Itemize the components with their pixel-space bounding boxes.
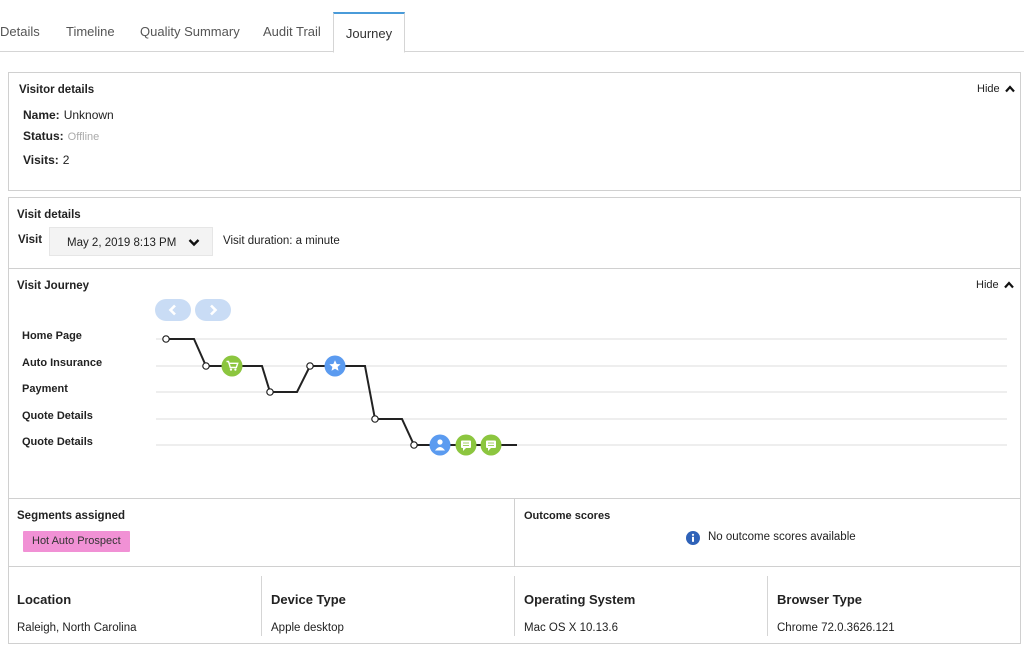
journey-graph xyxy=(156,335,1007,456)
chevron-left-icon xyxy=(168,304,176,316)
segment-badge[interactable]: Hot Auto Prospect xyxy=(23,531,130,552)
outcome-scores-panel: Outcome scores No outcome scores availab… xyxy=(514,498,1021,567)
chevron-down-icon xyxy=(188,239,200,247)
chat-icon[interactable] xyxy=(455,434,477,456)
hide-label: Hide xyxy=(977,83,1000,95)
journey-row-label: Home Page xyxy=(22,330,82,342)
journey-row-label: Auto Insurance xyxy=(22,357,103,369)
chat-icon[interactable] xyxy=(480,434,502,456)
outcome-title: Outcome scores xyxy=(524,510,611,522)
device-column: Device Type Apple desktop xyxy=(261,576,514,636)
visitor-details-title: Visitor details xyxy=(19,84,95,96)
page-view-node[interactable] xyxy=(162,335,170,343)
cart-icon[interactable] xyxy=(221,355,243,377)
visitor-details-panel: Visitor details Hide Name: Unknown Status… xyxy=(8,72,1021,191)
device-value: Apple desktop xyxy=(271,622,344,634)
journey-prev-button[interactable] xyxy=(155,299,191,321)
visit-journey-title: Visit Journey xyxy=(17,280,90,292)
os-label: Operating System xyxy=(524,592,636,607)
browser-label: Browser Type xyxy=(777,592,863,607)
status-value: Offline xyxy=(67,131,100,143)
visit-select-value: May 2, 2019 8:13 PM xyxy=(67,237,177,249)
browser-value: Chrome 72.0.3626.121 xyxy=(777,622,895,634)
page-view-node[interactable] xyxy=(202,362,210,370)
location-label: Location xyxy=(17,592,72,607)
visit-info-panel: Location Raleigh, North Carolina Device … xyxy=(8,566,1021,644)
chevron-up-icon xyxy=(1004,85,1015,93)
visitor-hide-toggle[interactable]: Hide xyxy=(977,83,1015,95)
chevron-up-icon xyxy=(1003,281,1014,289)
page-view-node[interactable] xyxy=(410,441,418,449)
hide-label: Hide xyxy=(976,279,999,291)
tab-details[interactable]: Details xyxy=(0,24,40,39)
visitor-visits-row: Visits: 2 xyxy=(23,153,69,167)
page-view-node[interactable] xyxy=(266,388,274,396)
journey-hide-toggle[interactable]: Hide xyxy=(976,279,1014,291)
visit-label: Visit xyxy=(18,234,43,246)
journey-next-button[interactable] xyxy=(195,299,231,321)
no-outcome-text: No outcome scores available xyxy=(708,531,856,543)
visit-details-title: Visit details xyxy=(17,209,81,221)
tab-quality-summary[interactable]: Quality Summary xyxy=(140,24,240,39)
journey-row-label: Quote Details xyxy=(22,436,93,448)
visits-value: 2 xyxy=(62,153,70,167)
segments-panel: Segments assigned Hot Auto Prospect xyxy=(8,498,515,567)
tab-bar: Details Timeline Quality Summary Audit T… xyxy=(0,0,1024,53)
visit-duration: Visit duration: a minute xyxy=(223,235,340,247)
status-label: Status: xyxy=(23,129,64,143)
info-icon xyxy=(686,531,700,545)
browser-column: Browser Type Chrome 72.0.3626.121 xyxy=(767,576,1021,636)
location-column: Location Raleigh, North Carolina xyxy=(9,576,261,636)
visitor-status-row: Status: Offline xyxy=(23,129,99,143)
page-view-node[interactable] xyxy=(306,362,314,370)
visitor-name-row: Name: Unknown xyxy=(23,108,114,122)
visits-label: Visits: xyxy=(23,153,59,167)
journey-row-label: Quote Details xyxy=(22,410,93,422)
tab-journey[interactable]: Journey xyxy=(333,12,405,53)
visit-select[interactable]: May 2, 2019 8:13 PM xyxy=(49,227,213,256)
visit-details-panel: Visit details Visit May 2, 2019 8:13 PM … xyxy=(8,197,1021,269)
location-value: Raleigh, North Carolina xyxy=(17,622,137,634)
journey-row-label: Payment xyxy=(22,383,68,395)
segments-title: Segments assigned xyxy=(17,510,126,522)
name-label: Name: xyxy=(23,108,60,122)
star-icon[interactable] xyxy=(324,355,346,377)
tab-timeline[interactable]: Timeline xyxy=(66,24,115,39)
os-value: Mac OS X 10.13.6 xyxy=(524,622,618,634)
person-icon[interactable] xyxy=(429,434,451,456)
page-view-node[interactable] xyxy=(371,415,379,423)
tab-audit-trail[interactable]: Audit Trail xyxy=(263,24,321,39)
device-label: Device Type xyxy=(271,592,346,607)
chevron-right-icon xyxy=(210,304,218,316)
journey-path xyxy=(166,338,517,446)
name-value: Unknown xyxy=(63,108,114,122)
visit-journey-panel: Visit Journey Hide Home Page Auto Insura… xyxy=(8,268,1021,499)
os-column: Operating System Mac OS X 10.13.6 xyxy=(514,576,767,636)
